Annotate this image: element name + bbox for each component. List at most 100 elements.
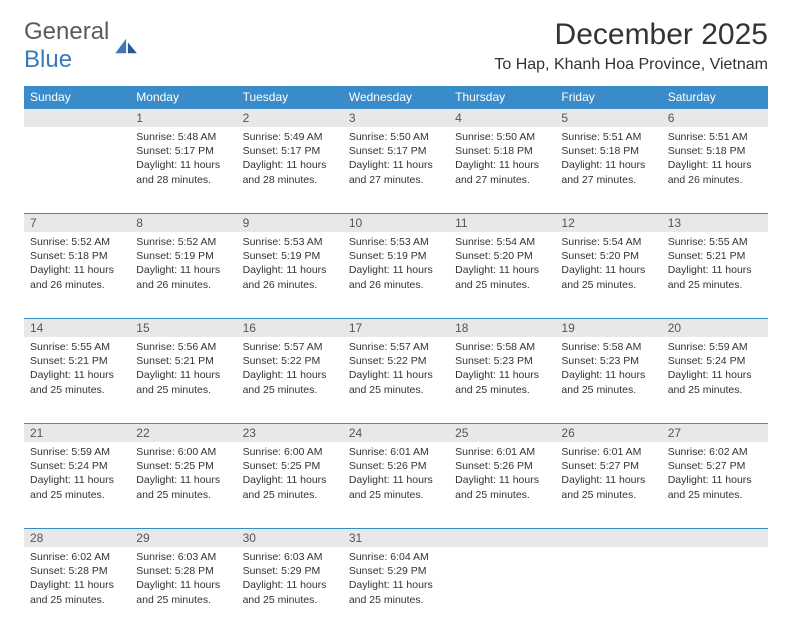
- day-number-cell: 22: [130, 424, 236, 443]
- day-number-cell: 11: [449, 214, 555, 233]
- daylight-line: Daylight: 11 hours and 26 minutes.: [136, 263, 230, 291]
- day-content-cell: Sunrise: 6:02 AMSunset: 5:27 PMDaylight:…: [662, 443, 768, 529]
- sunrise-line: Sunrise: 5:51 AM: [561, 130, 655, 144]
- day-number-cell: 30: [237, 529, 343, 548]
- day-number-cell: 13: [662, 214, 768, 233]
- sunrise-line: Sunrise: 5:52 AM: [136, 235, 230, 249]
- day-content-cell: Sunrise: 6:03 AMSunset: 5:28 PMDaylight:…: [130, 548, 236, 634]
- daylight-line: Daylight: 11 hours and 25 minutes.: [455, 263, 549, 291]
- daylight-line: Daylight: 11 hours and 26 minutes.: [668, 158, 762, 186]
- day-number-cell: 28: [24, 529, 130, 548]
- daylight-line: Daylight: 11 hours and 26 minutes.: [30, 263, 124, 291]
- day-content-cell: Sunrise: 5:59 AMSunset: 5:24 PMDaylight:…: [662, 338, 768, 424]
- day-content-cell: Sunrise: 5:52 AMSunset: 5:19 PMDaylight:…: [130, 233, 236, 319]
- daynum-row: 123456: [24, 109, 768, 128]
- month-title: December 2025: [494, 18, 768, 52]
- daylight-line: Daylight: 11 hours and 28 minutes.: [136, 158, 230, 186]
- sunrise-line: Sunrise: 6:03 AM: [243, 550, 337, 564]
- content-row: Sunrise: 5:52 AMSunset: 5:18 PMDaylight:…: [24, 233, 768, 319]
- day-content-cell: Sunrise: 5:56 AMSunset: 5:21 PMDaylight:…: [130, 338, 236, 424]
- day-content-cell: Sunrise: 5:49 AMSunset: 5:17 PMDaylight:…: [237, 128, 343, 214]
- sunrise-line: Sunrise: 5:58 AM: [561, 340, 655, 354]
- sunset-line: Sunset: 5:18 PM: [668, 144, 762, 158]
- day-number-cell: 3: [343, 109, 449, 128]
- day-content-cell: Sunrise: 6:02 AMSunset: 5:28 PMDaylight:…: [24, 548, 130, 634]
- daynum-row: 14151617181920: [24, 319, 768, 338]
- day-content-cell: Sunrise: 6:01 AMSunset: 5:26 PMDaylight:…: [449, 443, 555, 529]
- sunrise-line: Sunrise: 5:53 AM: [349, 235, 443, 249]
- daylight-line: Daylight: 11 hours and 25 minutes.: [136, 473, 230, 501]
- day-content-cell: Sunrise: 5:50 AMSunset: 5:18 PMDaylight:…: [449, 128, 555, 214]
- sunset-line: Sunset: 5:22 PM: [243, 354, 337, 368]
- brand-logo: General Blue: [24, 18, 141, 74]
- sunset-line: Sunset: 5:20 PM: [561, 249, 655, 263]
- day-number-cell: [662, 529, 768, 548]
- brand-name: General Blue: [24, 18, 109, 74]
- weekday-header-row: SundayMondayTuesdayWednesdayThursdayFrid…: [24, 86, 768, 109]
- header: General Blue December 2025 To Hap, Khanh…: [24, 18, 768, 74]
- sunset-line: Sunset: 5:17 PM: [136, 144, 230, 158]
- daylight-line: Daylight: 11 hours and 25 minutes.: [455, 473, 549, 501]
- sunset-line: Sunset: 5:20 PM: [455, 249, 549, 263]
- brand-name-a: General: [24, 18, 109, 45]
- day-number-cell: 1: [130, 109, 236, 128]
- sunrise-line: Sunrise: 5:53 AM: [243, 235, 337, 249]
- day-number-cell: 26: [555, 424, 661, 443]
- content-row: Sunrise: 5:48 AMSunset: 5:17 PMDaylight:…: [24, 128, 768, 214]
- sunrise-line: Sunrise: 5:50 AM: [455, 130, 549, 144]
- sunset-line: Sunset: 5:28 PM: [30, 564, 124, 578]
- day-number-cell: 10: [343, 214, 449, 233]
- brand-sail-icon: [113, 37, 141, 55]
- day-number-cell: 29: [130, 529, 236, 548]
- sunset-line: Sunset: 5:26 PM: [455, 459, 549, 473]
- daylight-line: Daylight: 11 hours and 25 minutes.: [136, 578, 230, 606]
- daylight-line: Daylight: 11 hours and 25 minutes.: [243, 578, 337, 606]
- daylight-line: Daylight: 11 hours and 27 minutes.: [349, 158, 443, 186]
- sunrise-line: Sunrise: 6:02 AM: [668, 445, 762, 459]
- day-number-cell: 16: [237, 319, 343, 338]
- daylight-line: Daylight: 11 hours and 25 minutes.: [30, 368, 124, 396]
- sunset-line: Sunset: 5:18 PM: [455, 144, 549, 158]
- sunset-line: Sunset: 5:21 PM: [136, 354, 230, 368]
- title-block: December 2025 To Hap, Khanh Hoa Province…: [494, 18, 768, 74]
- day-number-cell: 5: [555, 109, 661, 128]
- daylight-line: Daylight: 11 hours and 25 minutes.: [349, 473, 443, 501]
- day-content-cell: Sunrise: 6:01 AMSunset: 5:26 PMDaylight:…: [343, 443, 449, 529]
- daylight-line: Daylight: 11 hours and 25 minutes.: [349, 578, 443, 606]
- day-content-cell: [24, 128, 130, 214]
- daynum-row: 28293031: [24, 529, 768, 548]
- sunset-line: Sunset: 5:23 PM: [561, 354, 655, 368]
- location-text: To Hap, Khanh Hoa Province, Vietnam: [494, 56, 768, 74]
- daylight-line: Daylight: 11 hours and 25 minutes.: [561, 368, 655, 396]
- day-content-cell: Sunrise: 5:54 AMSunset: 5:20 PMDaylight:…: [449, 233, 555, 319]
- daynum-row: 78910111213: [24, 214, 768, 233]
- sunrise-line: Sunrise: 5:59 AM: [30, 445, 124, 459]
- weekday-header: Sunday: [24, 86, 130, 109]
- day-number-cell: [24, 109, 130, 128]
- daylight-line: Daylight: 11 hours and 28 minutes.: [243, 158, 337, 186]
- daylight-line: Daylight: 11 hours and 25 minutes.: [243, 368, 337, 396]
- sunrise-line: Sunrise: 6:01 AM: [349, 445, 443, 459]
- sunset-line: Sunset: 5:22 PM: [349, 354, 443, 368]
- brand-name-b: Blue: [24, 46, 72, 73]
- day-content-cell: Sunrise: 5:57 AMSunset: 5:22 PMDaylight:…: [343, 338, 449, 424]
- day-content-cell: Sunrise: 6:03 AMSunset: 5:29 PMDaylight:…: [237, 548, 343, 634]
- sunset-line: Sunset: 5:29 PM: [349, 564, 443, 578]
- day-content-cell: Sunrise: 5:59 AMSunset: 5:24 PMDaylight:…: [24, 443, 130, 529]
- day-number-cell: 27: [662, 424, 768, 443]
- daylight-line: Daylight: 11 hours and 25 minutes.: [561, 473, 655, 501]
- day-number-cell: [449, 529, 555, 548]
- weekday-header: Monday: [130, 86, 236, 109]
- day-content-cell: Sunrise: 5:55 AMSunset: 5:21 PMDaylight:…: [24, 338, 130, 424]
- day-number-cell: 19: [555, 319, 661, 338]
- day-number-cell: 4: [449, 109, 555, 128]
- sunset-line: Sunset: 5:29 PM: [243, 564, 337, 578]
- day-content-cell: [449, 548, 555, 634]
- daylight-line: Daylight: 11 hours and 25 minutes.: [349, 368, 443, 396]
- sunrise-line: Sunrise: 6:01 AM: [561, 445, 655, 459]
- day-content-cell: Sunrise: 5:48 AMSunset: 5:17 PMDaylight:…: [130, 128, 236, 214]
- day-number-cell: 8: [130, 214, 236, 233]
- day-number-cell: 14: [24, 319, 130, 338]
- daylight-line: Daylight: 11 hours and 25 minutes.: [455, 368, 549, 396]
- sunset-line: Sunset: 5:25 PM: [243, 459, 337, 473]
